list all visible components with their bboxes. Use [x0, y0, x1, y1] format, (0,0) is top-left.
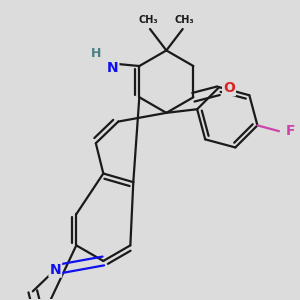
Text: CH₃: CH₃ — [139, 14, 158, 25]
Text: H: H — [90, 47, 101, 60]
Text: CH₃: CH₃ — [174, 14, 194, 25]
Text: O: O — [223, 81, 235, 95]
Text: F: F — [286, 124, 295, 138]
Text: N: N — [50, 263, 61, 277]
Text: N: N — [107, 61, 118, 75]
